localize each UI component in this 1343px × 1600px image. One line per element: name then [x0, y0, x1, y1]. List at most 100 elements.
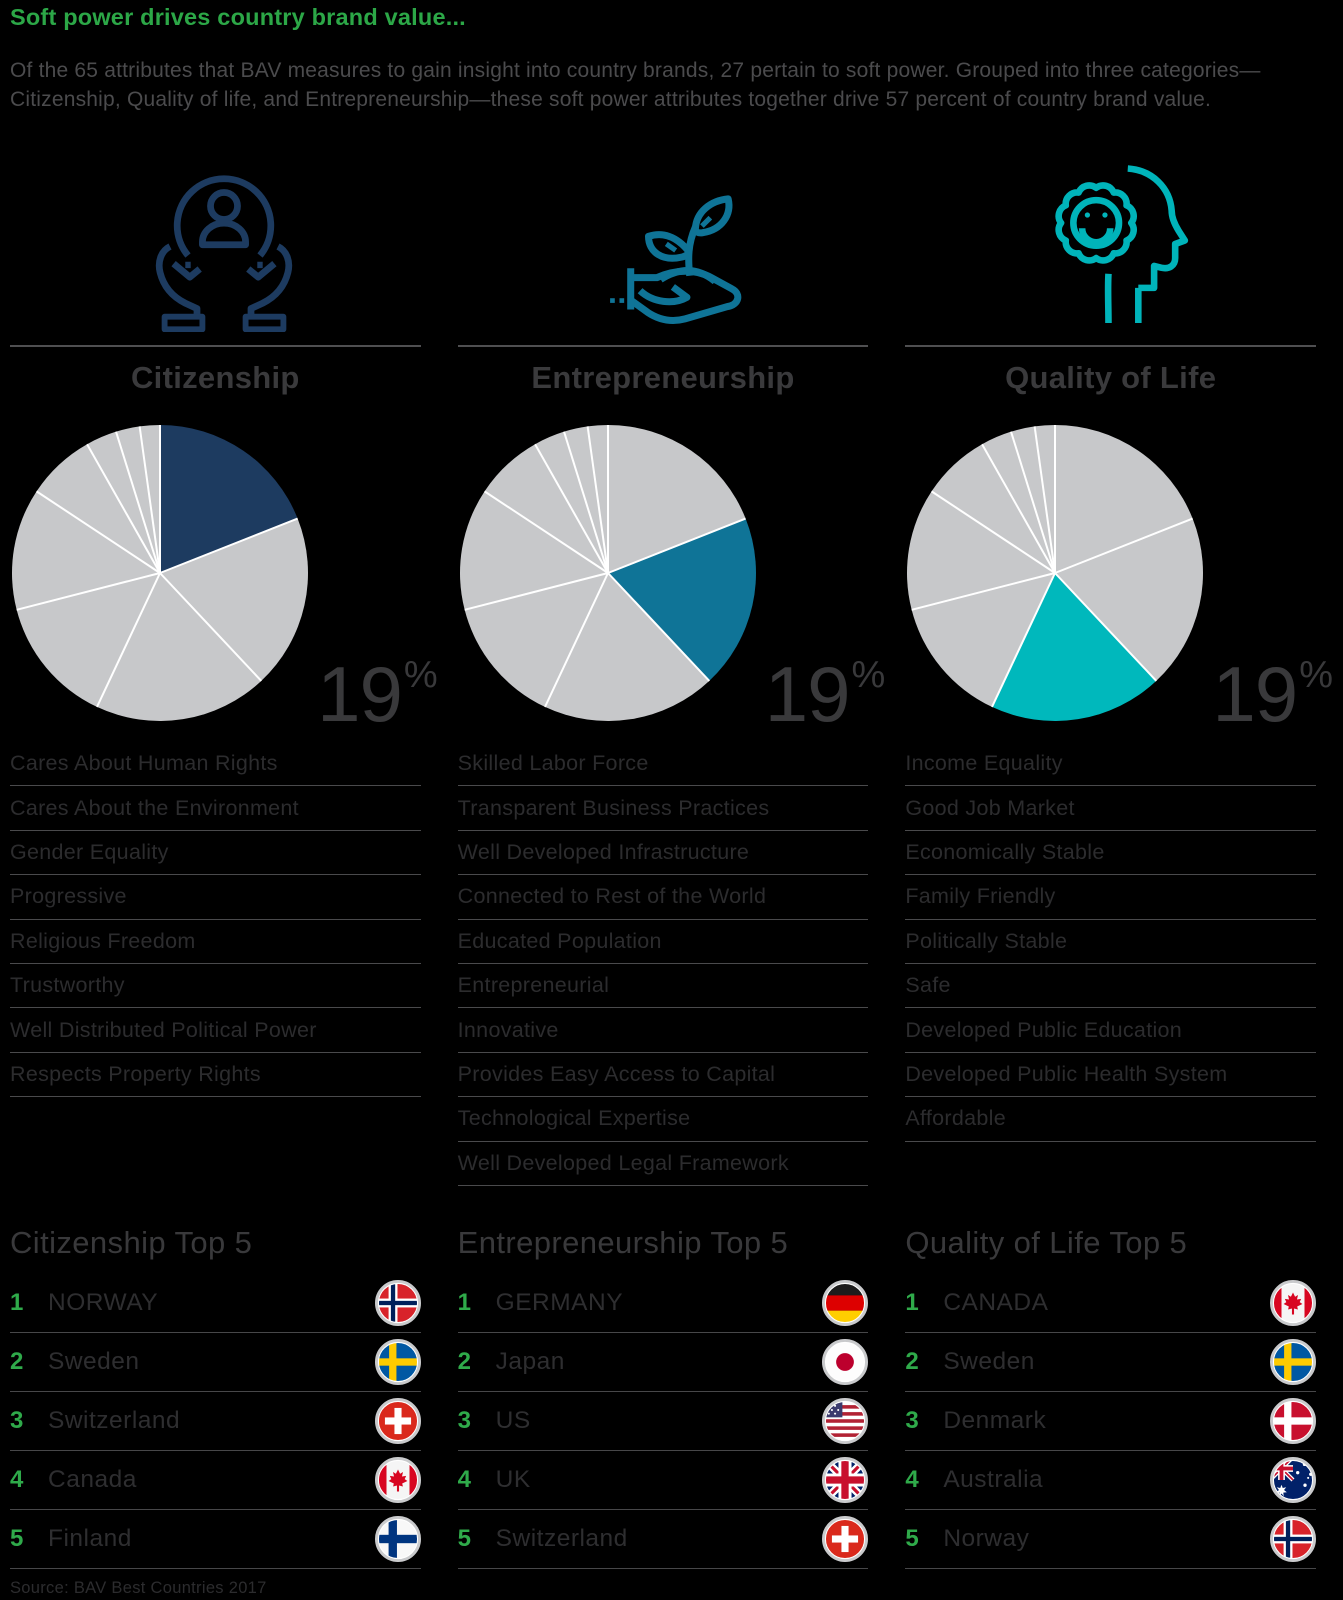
- attribute-list: Income Equality Good Job Market Economical…: [905, 742, 1316, 1142]
- attribute-row: Income Equality: [905, 742, 1316, 787]
- rank-number: 3: [457, 1407, 472, 1434]
- column-divider: [905, 345, 1316, 347]
- pie-slice: [907, 491, 1056, 610]
- top5-list: 1 GERMANY 2 Japan 3 US 4 UK 5 Switzerland: [457, 1274, 869, 1569]
- pie-citizenship: [12, 425, 309, 721]
- country-name: US: [495, 1407, 531, 1434]
- attribute-row: Developed Public Health System: [905, 1053, 1316, 1098]
- flag-icon-denmark: [1269, 1398, 1316, 1444]
- top5-row: 4 Canada: [10, 1451, 421, 1510]
- country-name: GERMANY: [495, 1289, 624, 1316]
- top5-row: 2 Sweden: [10, 1333, 421, 1392]
- percent-label: 19%: [1212, 650, 1333, 738]
- country-name: Japan: [495, 1348, 565, 1375]
- top5-row: 5 Finland: [10, 1510, 421, 1569]
- percent-label: 19%: [764, 650, 886, 738]
- country-name: Canada: [48, 1466, 137, 1493]
- attribute-list: Cares About Human Rights Cares About the …: [10, 742, 421, 1098]
- rank-number: 5: [457, 1525, 472, 1552]
- attribute-row: Gender Equality: [10, 831, 421, 876]
- attribute-row: Economically Stable: [905, 831, 1316, 876]
- flag-icon-us: [822, 1398, 869, 1444]
- flag-icon-sweden: [374, 1339, 421, 1385]
- rank-number: 3: [905, 1407, 919, 1434]
- country-name: Denmark: [943, 1407, 1047, 1434]
- column-divider: [457, 345, 869, 347]
- flag-icon-canada: [374, 1457, 421, 1503]
- pie-slice: [160, 425, 298, 573]
- pie-chart-quality-of-life: [905, 423, 1207, 725]
- attribute-row: Respects Property Rights: [10, 1053, 421, 1098]
- pie-slice: [464, 573, 608, 707]
- column-entrepreneurship: Entrepreneurship 19% Skilled Labor Force Tr…: [448, 150, 896, 1600]
- attribute-row: Well Developed Infrastructure: [457, 831, 869, 876]
- country-name: Australia: [943, 1466, 1044, 1493]
- top5-heading: Entrepreneurship Top 5: [457, 1225, 789, 1260]
- pie-slice: [36, 444, 160, 573]
- country-name: UK: [495, 1466, 531, 1493]
- attribute-row: Entrepreneurial: [457, 964, 869, 1009]
- pie-slice: [931, 444, 1056, 573]
- attribute-row: Safe: [905, 964, 1316, 1009]
- column-citizenship: Citizenship 19% Cares About Human Rights Ca…: [0, 150, 448, 1600]
- hands-holding-person-icon: [0, 150, 448, 332]
- top5-row: 2 Sweden: [905, 1333, 1316, 1392]
- country-name: Sweden: [48, 1348, 140, 1375]
- top5-row: 3 US: [457, 1392, 869, 1451]
- attribute-row: Trustworthy: [10, 964, 421, 1009]
- top5-row: 1 GERMANY: [457, 1274, 869, 1333]
- attribute-row: Provides Easy Access to Capital: [457, 1053, 869, 1098]
- pie-slice: [982, 431, 1056, 573]
- rank-number: 1: [10, 1289, 24, 1316]
- top5-row: 4 Australia: [905, 1451, 1316, 1510]
- attribute-list: Skilled Labor Force Transparent Business …: [457, 742, 869, 1186]
- attribute-row: Connected to Rest of the World: [457, 875, 869, 920]
- pie-slice: [1055, 425, 1193, 573]
- flag-icon-norway: [374, 1280, 421, 1326]
- pie-entrepreneurship: [459, 425, 756, 721]
- attribute-row: Good Job Market: [905, 786, 1316, 831]
- hand-sprout-icon: [448, 150, 896, 332]
- page-title: Soft power drives country brand value...: [10, 4, 466, 30]
- flag-icon-uk: [822, 1457, 869, 1503]
- rank-number: 2: [457, 1348, 472, 1375]
- attribute-row: Well Developed Legal Framework: [457, 1142, 869, 1186]
- source-note: Source: BAV Best Countries 2017: [10, 1579, 267, 1597]
- rank-number: 3: [10, 1407, 24, 1434]
- country-name: Norway: [943, 1525, 1030, 1552]
- pie-slice: [484, 444, 608, 573]
- top5-row: 5 Switzerland: [457, 1510, 869, 1569]
- flag-icon-switzerland: [822, 1516, 869, 1562]
- attribute-row: Skilled Labor Force: [457, 742, 869, 787]
- top5-heading: Quality of Life Top 5: [905, 1225, 1188, 1260]
- percent-label: 19%: [317, 650, 438, 738]
- pie-slice: [911, 573, 1056, 707]
- attribute-row: Well Distributed Political Power: [10, 1008, 421, 1053]
- category-title: Citizenship: [131, 360, 300, 395]
- attribute-row: Cares About Human Rights: [10, 742, 421, 787]
- rank-number: 2: [905, 1348, 919, 1375]
- flag-icon-germany: [822, 1280, 869, 1326]
- top5-row: 2 Japan: [457, 1333, 869, 1392]
- intro-paragraph: Of the 65 attributes that BAV measures t…: [10, 59, 1261, 111]
- attribute-row: Cares About the Environment: [10, 786, 421, 831]
- pie-slice: [992, 573, 1157, 721]
- top5-row: 3 Denmark: [905, 1392, 1316, 1451]
- rank-number: 4: [905, 1466, 919, 1493]
- top5-list: 1 NORWAY 2 Sweden 3 Switzerland 4 Canada 5 Finlan…: [10, 1274, 421, 1569]
- top5-list: 1 CANADA 2 Sweden 3 Denmark 4 Australia 5 Norway: [905, 1274, 1316, 1569]
- country-name: Finland: [48, 1525, 132, 1552]
- pie-slice: [96, 573, 262, 721]
- rank-number: 4: [457, 1466, 472, 1493]
- flag-icon-norway: [1269, 1516, 1316, 1562]
- attribute-row: Educated Population: [457, 920, 869, 964]
- flag-icon-canada: [1269, 1280, 1316, 1326]
- rank-number: 1: [457, 1289, 472, 1316]
- attribute-row: Progressive: [10, 875, 421, 920]
- pie-chart-citizenship: [10, 423, 312, 725]
- attribute-row: Affordable: [905, 1097, 1316, 1142]
- pie-slice: [544, 573, 709, 721]
- attribute-row: Family Friendly: [905, 875, 1316, 920]
- attribute-row: Politically Stable: [905, 920, 1316, 964]
- rank-number: 5: [10, 1525, 24, 1552]
